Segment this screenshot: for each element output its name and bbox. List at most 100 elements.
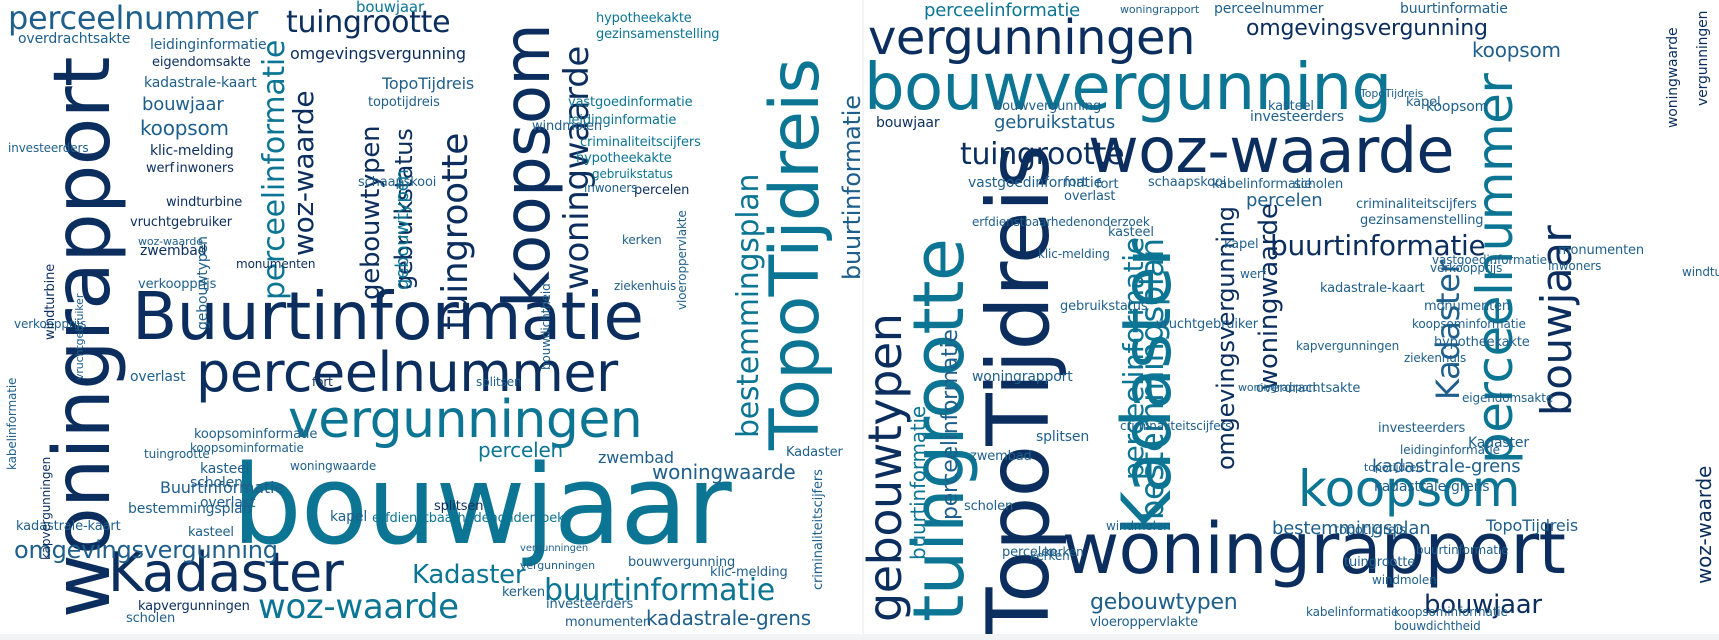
word-kapvergunningen: kapvergunningen: [138, 599, 250, 614]
word-woningrapport-large: woningrapport: [1062, 508, 1566, 590]
word-kadastrale-kaart: kadastrale-kaart: [1320, 281, 1425, 296]
word-eigendomsakte: eigendomsakte: [1462, 391, 1554, 405]
word-vergunningen-tiny: vergunningen: [520, 543, 589, 554]
word-woningwaarde-vertical: woningwaarde: [557, 45, 597, 290]
word-kerken: kerken: [622, 233, 662, 247]
word-bestemmingsplan: bestemmingsplan: [731, 173, 766, 438]
word-vastgoedinformatie-small: vastgoedinformatie: [1432, 253, 1547, 267]
word-bestemmingsplan: bestemmingsplan: [1272, 518, 1431, 539]
word-omgevingsvergunning: omgevingsvergunning: [14, 536, 278, 564]
word-koopsom-large: koopsom: [1298, 460, 1520, 518]
word-klic-melding: klic-melding: [1038, 247, 1110, 261]
word-vastgoedinformatie: vastgoedinformatie: [568, 95, 693, 110]
word-bouwjaar: bouwjaar: [356, 0, 424, 16]
word-bouwjaar-small: bouwjaar: [142, 94, 224, 115]
word-kadaster-large: Kadaster: [108, 541, 344, 604]
word-cloud-right: perceelinformatie woningrapport perceeln…: [864, 0, 1719, 634]
word-woz-waarde-vertical: woz-waarde: [1692, 465, 1716, 584]
word-topotijdreis-small: topotijdreis: [1334, 523, 1406, 538]
word-zwembad: zwembad: [140, 243, 207, 259]
word-investeerders: investeerders: [546, 597, 634, 612]
word-gebouwtypen-small-vertical: gebouwtypen: [195, 236, 211, 330]
word-splitsen-small: splitsen: [434, 499, 484, 514]
word-overlast-small: overlast: [200, 495, 256, 511]
word-leidinginformatie-mid: leidinginformatie: [568, 113, 677, 128]
word-leidinginformatie: leidinginformatie: [150, 37, 267, 53]
word-hypotheekakte: hypotheekakte: [1434, 335, 1530, 350]
word-criminaliteitscijfers-small: criminaliteitscijfers: [1120, 419, 1232, 433]
word-woningrapport-small: woningrapport: [1120, 3, 1200, 16]
word-buurtinformatie-small: Buurtinformatie: [160, 478, 284, 497]
word-splitsen: splitsen: [476, 375, 522, 389]
word-koopsominformatie: koopsominformatie: [194, 427, 318, 442]
word-topotijdreis-tiny: TopoTijdreis: [1360, 87, 1424, 100]
word-kasteel: kasteel: [1108, 225, 1154, 240]
word-zwembad-small: zwembad: [598, 448, 674, 467]
word-gebouwtypen: gebouwtypen: [1090, 590, 1238, 615]
word-kadastrale-kaart-small: kadastrale-kaart: [16, 519, 121, 534]
word-gebruikstatus: gebruikstatus: [994, 112, 1116, 133]
word-vastgoedinformatie: vastgoedinformatie: [968, 175, 1103, 191]
word-buurtinformatie-vertical: buurtinformatie: [906, 406, 930, 560]
word-kasteel-small: kasteel: [1268, 99, 1314, 114]
word-windturbine: windturbine: [1682, 265, 1719, 279]
word-scholen-small: scholen: [126, 611, 176, 626]
word-topotijdreis: TopoTijdreis: [756, 58, 835, 450]
word-woningrapport-tiny: woningrapport: [1238, 381, 1318, 394]
word-vergunningen-small: vergunningen: [520, 559, 595, 572]
word-topotijdreis-medium: TopoTijdreis: [382, 74, 475, 93]
word-kerken: kerken: [1044, 545, 1084, 559]
word-windturbine: windturbine: [166, 195, 243, 210]
word-verkoopprijs-small: verkoopprijs: [14, 317, 87, 331]
word-vruchtgebruiker: vruchtgebruiker: [130, 215, 232, 230]
word-overlast: overlast: [1064, 189, 1116, 204]
word-tuingrootte-small: tuingrootte: [144, 447, 210, 461]
word-kadastrale-kaart: kadastrale-kaart: [144, 75, 257, 91]
word-percelen: percelen: [478, 438, 564, 462]
word-fort: fort: [312, 375, 333, 389]
word-woz-waarde: woz-waarde: [258, 587, 459, 627]
word-perceelnummer-large: perceelnummer: [196, 341, 618, 404]
word-monumenten-small: monumenten: [565, 615, 652, 630]
word-windmolen: windmolen: [1372, 573, 1437, 587]
word-criminaliteitscijfers-vertical: criminaliteitscijfers: [811, 469, 826, 590]
word-woningwaarde: woningwaarde: [652, 460, 796, 484]
word-woz-waarde-vertical: woz-waarde: [287, 90, 320, 256]
word-kadaster-small: Kadaster: [1468, 435, 1530, 451]
word-omgevingsvergunning: omgevingsvergunning: [1246, 16, 1488, 41]
word-kabelinformatie-vertical: kabelinformatie: [5, 377, 19, 470]
word-bouwvergunning: bouwvergunning: [994, 99, 1102, 114]
word-vruchtgebruiker-vertical: vruchtgebruiker: [73, 293, 86, 380]
word-verkoopprijs: verkoopprijs: [138, 277, 217, 292]
word-kadastrale-grens: kadastrale-grens: [1372, 456, 1521, 477]
word-bouwdichtheid: bouwdichtheid: [1394, 619, 1481, 633]
word-tuingrootte: tuingrootte: [960, 137, 1125, 172]
word-woningwaarde-small: woningwaarde: [290, 459, 377, 473]
word-kabelinformatie: kabelinformatie: [1212, 177, 1313, 192]
word-monumenten: monumenten: [236, 257, 316, 271]
word-koopsom-top: koopsom: [1472, 38, 1561, 62]
word-vergunningen-vertical: vergunningen: [1695, 10, 1711, 106]
word-schaapskooi: schaapskooi: [358, 175, 437, 190]
word-topotijdreis-tiny-2: topotijdreis: [1364, 461, 1425, 474]
word-gebouwtypen-vertical: gebouwtypen: [356, 125, 386, 300]
word-windmolen-small: windmolen: [1106, 519, 1171, 533]
word-perceelinformatie: perceelinformatie: [924, 0, 1081, 21]
word-woz-waarde-small: woz-waarde: [138, 235, 203, 248]
word-scholen: scholen: [190, 475, 243, 491]
word-investeerders: investeerders: [1378, 421, 1466, 436]
word-bouwvergunning: bouwvergunning: [628, 555, 736, 570]
word-kadastrale-grens: kadastrale-grens: [646, 606, 811, 630]
word-hypotheekakte: hypotheekakte: [596, 11, 692, 26]
word-criminaliteitscijfers: criminaliteitscijfers: [1356, 197, 1477, 212]
word-monumenten-small: monumenten: [1424, 299, 1511, 314]
word-bouwdichtheid-vertical: bouwdichtheid: [539, 283, 553, 370]
word-investeerders-left: investeerders: [8, 141, 89, 155]
word-buurtinformatie-top: buurtinformatie: [1400, 1, 1508, 17]
word-tuingrootte-small: tuingrootte: [1344, 555, 1416, 570]
word-monumenten: monumenten: [1558, 243, 1645, 258]
word-vloeroppervlakte: vloeroppervlakte: [1090, 615, 1198, 630]
word-erfdienstbaarhedenonderzoek: erfdienstbaarhedenonderzoek: [972, 215, 1150, 229]
word-ziekenhuis: ziekenhuis: [614, 279, 677, 293]
word-leidinginformatie: leidinginformatie: [1400, 443, 1500, 457]
